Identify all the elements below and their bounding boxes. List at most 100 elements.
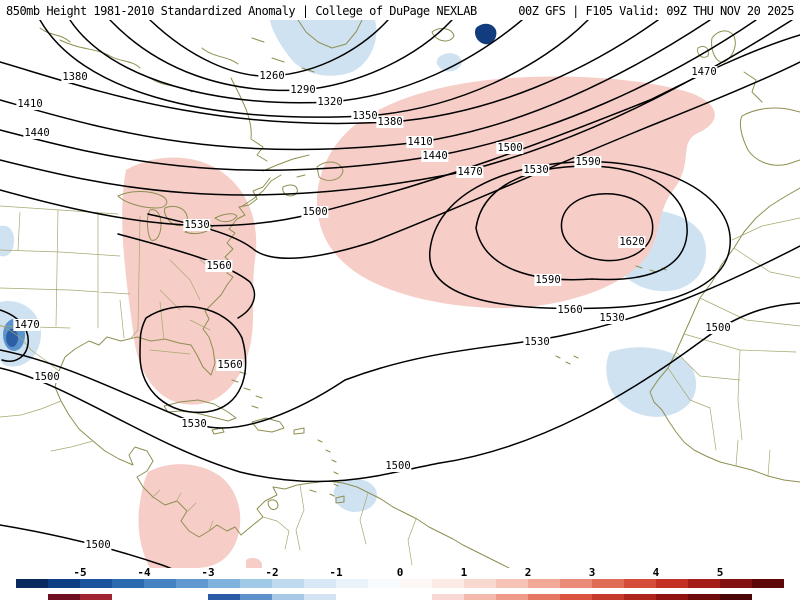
negative-region-senegal xyxy=(606,347,697,417)
contour-label: 1290 xyxy=(289,84,317,96)
contour-label: 1470 xyxy=(690,66,718,78)
contour-label: 1500 xyxy=(33,371,61,383)
contour-label: 1590 xyxy=(574,156,602,168)
colorbar-tick: -2 xyxy=(265,566,279,579)
colorbar-segment xyxy=(304,579,336,588)
contour-line-1350 xyxy=(39,20,589,118)
colorbar-tick: -5 xyxy=(73,566,87,579)
contour-label: 1500 xyxy=(704,322,732,334)
colorbar-segment xyxy=(176,579,208,588)
coastlines xyxy=(39,20,800,568)
colorbar-segment xyxy=(752,579,784,588)
colorbar-segment xyxy=(688,579,720,588)
colorbar-segment xyxy=(112,579,144,588)
colorbar-tick: -4 xyxy=(137,566,151,579)
contour-label: 1590 xyxy=(534,274,562,286)
colorbar-segment xyxy=(48,579,80,588)
contour-line-1410 xyxy=(0,20,711,151)
political-borders xyxy=(0,205,800,566)
colorbar-tick: 0 xyxy=(396,566,404,579)
contour-line-1470-left xyxy=(0,309,29,362)
colorbar-segment xyxy=(16,579,48,588)
colorbar-segment xyxy=(720,579,752,588)
colorbar-segment xyxy=(240,579,272,588)
colorbar-segment xyxy=(80,579,112,588)
contour-line-1560-hook xyxy=(117,233,256,319)
contour-line-1620-ridge xyxy=(560,192,654,262)
positive-region-east-us xyxy=(122,157,257,405)
map-canvas xyxy=(0,20,800,568)
colorbar-segment xyxy=(272,579,304,588)
colorbar-segment xyxy=(208,579,240,588)
colorbar-segment xyxy=(272,594,304,600)
colorbar-segment xyxy=(400,579,432,588)
colorbar-tick: -1 xyxy=(329,566,343,579)
colorbar-segment xyxy=(112,594,144,600)
contour-label: 1470 xyxy=(456,166,484,178)
colorbar-segment xyxy=(144,579,176,588)
contour-label: 1530 xyxy=(522,164,550,176)
colorbar-tick: 2 xyxy=(524,566,532,579)
colorbar-segment xyxy=(752,594,784,600)
positive-region-atlantic xyxy=(316,76,715,309)
colorbar-segment xyxy=(528,594,560,600)
contour-label: 1470 xyxy=(13,319,41,331)
contour-label: 1440 xyxy=(421,150,449,162)
state-country-borders xyxy=(0,205,800,566)
colorbar-segment xyxy=(592,579,624,588)
colorbar-segment xyxy=(656,594,688,600)
positive-region-panama xyxy=(138,464,241,568)
contour-label: 1500 xyxy=(384,460,412,472)
colorbar-segment xyxy=(80,594,112,600)
run-validity-info: 00Z GFS | F105 Valid: 09Z THU NOV 20 202… xyxy=(518,4,794,18)
contour-line-1560-ridge xyxy=(429,160,731,310)
contour-label: 1620 xyxy=(618,236,646,248)
contour-label: 1560 xyxy=(216,359,244,371)
contour-label: 1500 xyxy=(496,142,524,154)
contour-label: 1410 xyxy=(16,98,44,110)
coast-caribbean-south-america xyxy=(163,371,510,568)
colorbar-segment xyxy=(304,594,336,600)
colorbar-segment xyxy=(48,594,80,600)
contour-label: 1440 xyxy=(23,127,51,139)
negative-region-caribbean xyxy=(333,478,377,512)
colorbar-segment xyxy=(464,594,496,600)
contour-line-1500-bottom-left xyxy=(0,524,172,568)
colorbar-row2 xyxy=(16,594,784,600)
contour-label: 1530 xyxy=(598,312,626,324)
contour-line-1560-southeast-us xyxy=(139,305,247,414)
colorbar-segment xyxy=(560,594,592,600)
colorbar-segment xyxy=(336,579,368,588)
contour-label: 1410 xyxy=(406,136,434,148)
contour-label: 1350 xyxy=(351,110,379,122)
colorbar-segment xyxy=(368,594,400,600)
contour-label: 1560 xyxy=(556,304,584,316)
contour-label: 1530 xyxy=(523,336,551,348)
colorbar-segment xyxy=(656,579,688,588)
negative-region-left-edge xyxy=(0,225,14,257)
colorbar-segment xyxy=(336,594,368,600)
colorbar-segment xyxy=(144,594,176,600)
colorbar-segment xyxy=(560,579,592,588)
colorbar-segment xyxy=(528,579,560,588)
colorbar-tick: -3 xyxy=(201,566,215,579)
colorbar-tick: 1 xyxy=(460,566,468,579)
contour-label: 1530 xyxy=(180,418,208,430)
colorbar-segment xyxy=(464,579,496,588)
colorbar-segment xyxy=(432,579,464,588)
colorbar-segment xyxy=(496,594,528,600)
contour-label: 1560 xyxy=(205,260,233,272)
contour-line-1530-north xyxy=(147,61,800,260)
colorbar-segment xyxy=(368,579,400,588)
colorbar-ticks: -5 -4 -3 -2 -1 0 1 2 3 4 5 xyxy=(16,566,784,579)
contour-line-1530-south xyxy=(0,245,800,429)
anomaly-map: 1380 1410 1440 1470 1260 1290 1320 1350 1380 1410… xyxy=(0,20,800,568)
contour-label: 1380 xyxy=(61,71,89,83)
colorbar-segment xyxy=(16,594,48,600)
contour-line-1440 xyxy=(0,20,757,171)
contour-label: 1260 xyxy=(258,70,286,82)
colorbar-segment xyxy=(688,594,720,600)
colorbar-segment xyxy=(432,594,464,600)
positive-region-guyana-speck xyxy=(246,557,262,568)
